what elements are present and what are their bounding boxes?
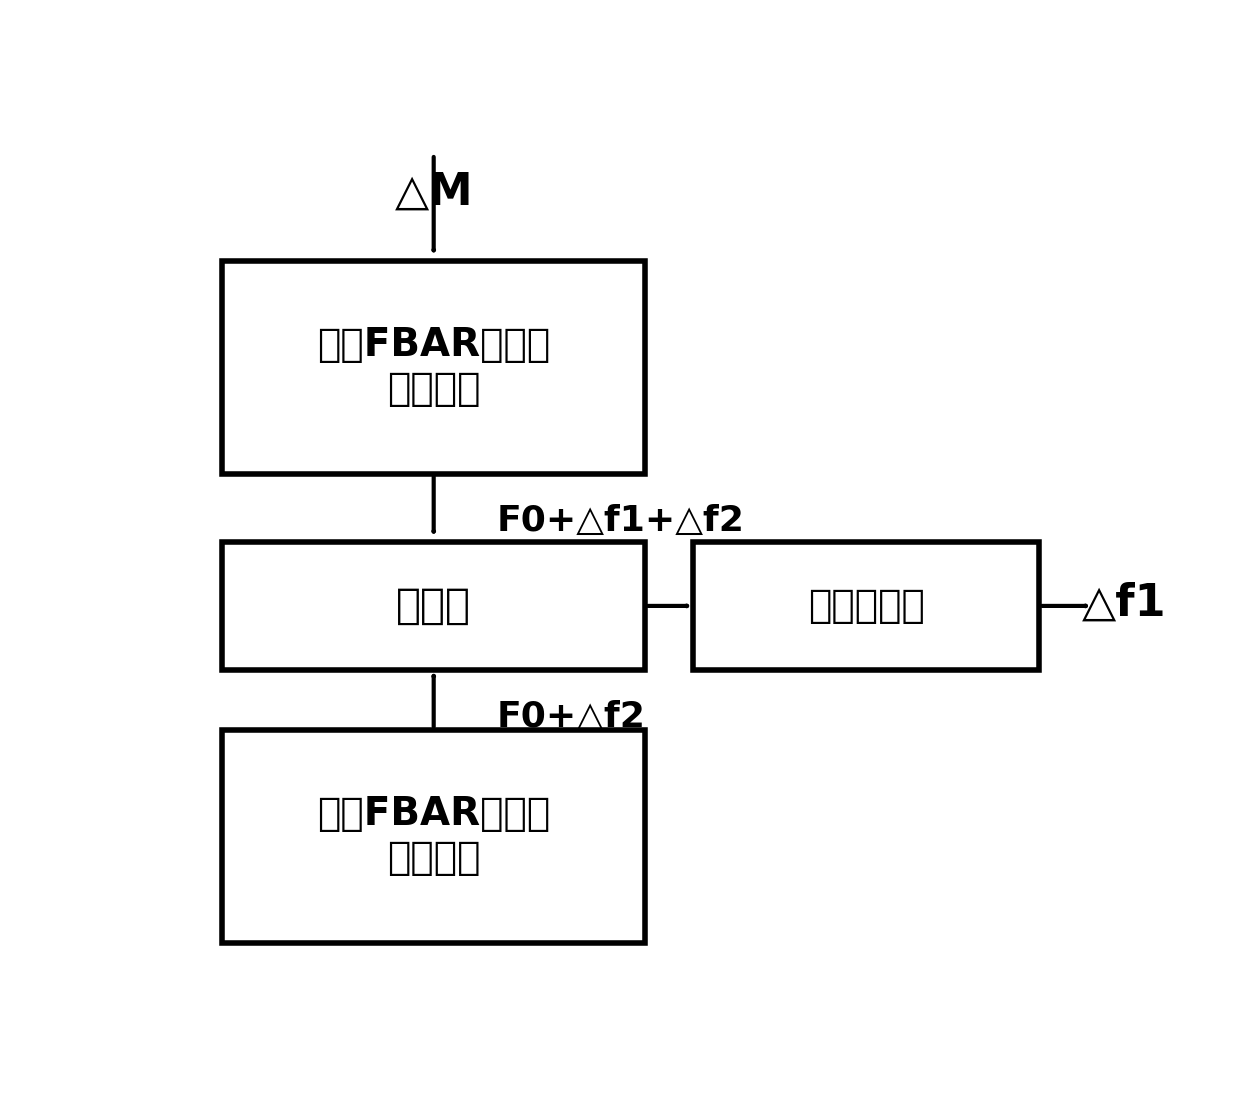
Text: △f1: △f1	[1083, 582, 1167, 624]
Text: 参考FBAR传感器
起振电路: 参考FBAR传感器 起振电路	[317, 795, 551, 877]
Bar	[222, 542, 645, 670]
Text: 混频器: 混频器	[397, 584, 471, 627]
Bar	[693, 542, 1039, 670]
Text: F0+△f2: F0+△f2	[496, 700, 645, 734]
Bar	[222, 261, 645, 474]
Text: △M: △M	[394, 170, 472, 214]
Text: 低通滤波器: 低通滤波器	[807, 587, 925, 625]
Text: F0+△f1+△f2: F0+△f1+△f2	[496, 504, 744, 538]
Text: 待测FBAR传感器
起振电路: 待测FBAR传感器 起振电路	[317, 327, 551, 408]
Bar	[222, 730, 645, 943]
